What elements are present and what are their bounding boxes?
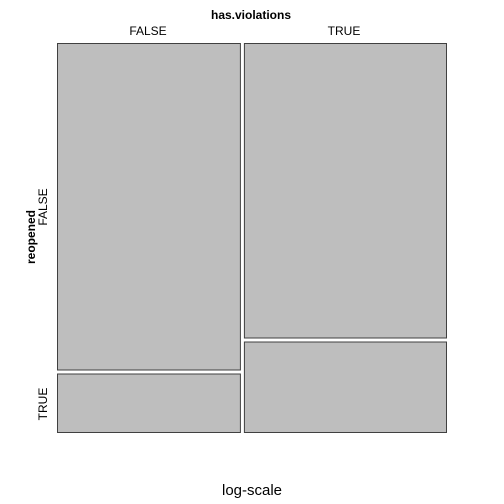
mosaic-tile-false-true [57,373,241,433]
mosaic-tile-false-false [57,43,241,371]
x-level-label-true: TRUE [328,24,361,38]
x-level-label-false: FALSE [129,24,166,38]
mosaic-tiles [57,43,447,433]
chart-subtitle: log-scale [222,482,282,499]
mosaic-tile-true-true [243,341,447,433]
x-variable-label: has.violations [211,8,291,22]
mosaic-tile-true-false [243,43,447,339]
y-level-label-false: FALSE [36,188,50,225]
y-level-label-true: TRUE [36,388,50,421]
y-variable-label: reopened [24,210,38,264]
